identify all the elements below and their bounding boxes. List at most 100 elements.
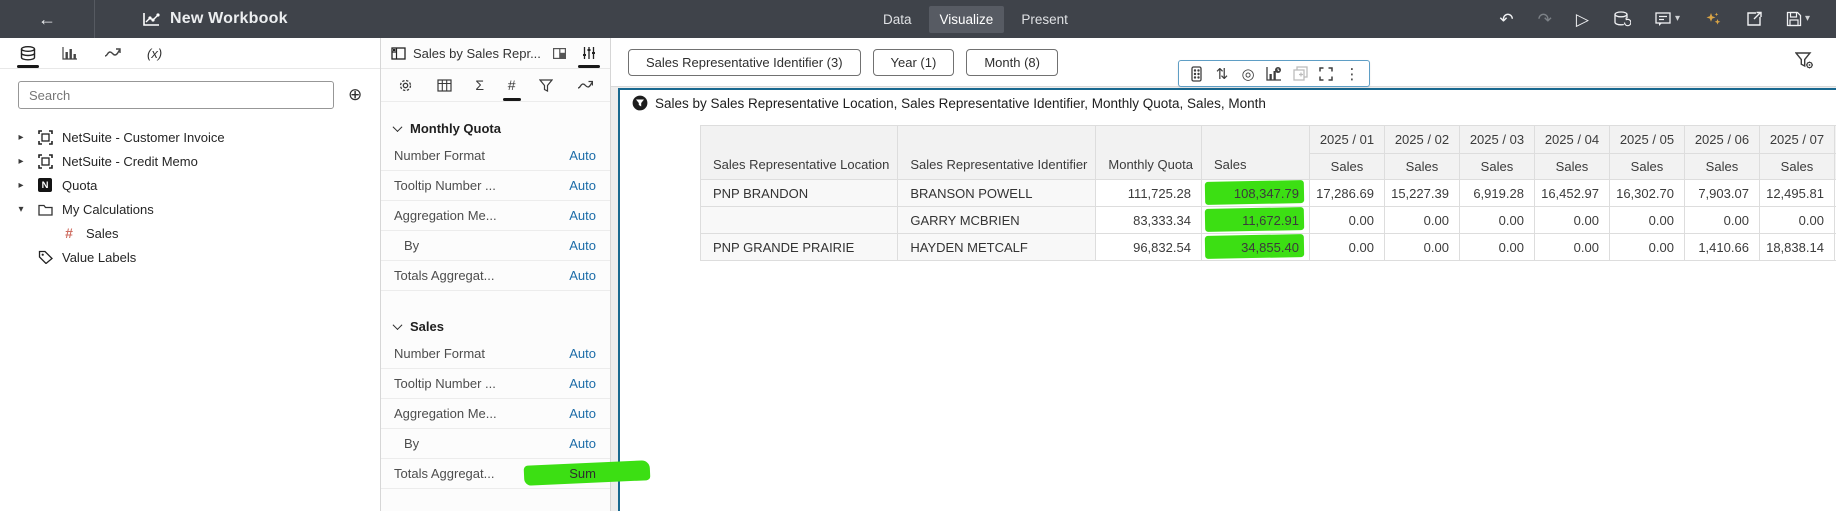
redo-icon[interactable]: ↷ xyxy=(1537,9,1552,29)
tab-values-hash-icon[interactable]: # xyxy=(502,69,521,101)
tree-item-customer-invoice[interactable]: ▸ NetSuite - Customer Invoice xyxy=(0,125,380,149)
month-header[interactable]: 2025 / 03 xyxy=(1458,125,1535,154)
tab-general-gear-icon[interactable] xyxy=(395,69,416,101)
table-row[interactable]: PNP BRANDON BRANSON POWELL 111,725.28 10… xyxy=(699,179,1836,207)
cell-month-sales[interactable]: 0.00 xyxy=(1608,233,1685,261)
prop-value[interactable]: Auto xyxy=(569,208,596,223)
section-header[interactable]: Sales xyxy=(381,313,610,339)
prop-value[interactable]: Auto xyxy=(569,178,596,193)
cell-month-sales[interactable]: 16,302.70 xyxy=(1608,179,1685,207)
duplicate-icon[interactable] xyxy=(1287,61,1313,86)
cell-month-sales[interactable]: 16,452.97 xyxy=(1533,179,1610,207)
cell-month-sales[interactable]: 1,410.66 xyxy=(1683,233,1760,261)
cell-month-sales[interactable]: 7,903.07 xyxy=(1683,179,1760,207)
cell-month-sales[interactable]: 0.00 xyxy=(1383,206,1460,234)
expand-icon[interactable]: ▸ xyxy=(18,131,24,143)
cell-location[interactable] xyxy=(699,206,899,234)
month-subheader[interactable]: Sales xyxy=(1383,153,1460,180)
tab-filters-funnel-icon[interactable] xyxy=(536,69,556,101)
month-header[interactable]: 2025 / 07 xyxy=(1758,125,1835,154)
tab-visualizations[interactable] xyxy=(62,38,78,68)
grammar-panel-icon[interactable] xyxy=(548,38,571,68)
cell-monthly-quota[interactable]: 96,832.54 xyxy=(1095,233,1202,261)
tab-calculations[interactable]: (x) xyxy=(147,38,162,68)
tab-present[interactable]: Present xyxy=(1021,11,1068,27)
drill-icon[interactable]: ◎ xyxy=(1241,65,1255,83)
back-button[interactable]: ← xyxy=(0,0,95,38)
prop-value[interactable]: Auto xyxy=(569,406,596,421)
tab-visualize[interactable]: Visualize xyxy=(928,5,1005,33)
tab-analytics[interactable] xyxy=(104,38,121,68)
cell-month-sales[interactable]: 0.00 xyxy=(1608,206,1685,234)
preview-icon[interactable]: ▷ xyxy=(1575,9,1589,29)
cell-month-sales[interactable]: 12,495.81 xyxy=(1758,179,1835,207)
cell-monthly-quota[interactable]: 83,333.34 xyxy=(1095,206,1202,234)
cell-month-sales[interactable]: 0.00 xyxy=(1683,206,1760,234)
filter-pill-month[interactable]: Month (8) xyxy=(966,48,1058,76)
cell-location[interactable]: PNP BRANDON xyxy=(699,179,899,207)
undo-icon[interactable]: ↶ xyxy=(1499,9,1514,29)
cell-month-sales[interactable]: 0.00 xyxy=(1533,206,1610,234)
month-subheader[interactable]: Sales xyxy=(1533,153,1610,180)
cell-month-sales[interactable]: 6,919.28 xyxy=(1458,179,1535,207)
refresh-data-icon[interactable] xyxy=(1613,11,1631,27)
collapse-icon[interactable]: ▾ xyxy=(18,203,24,215)
month-subheader[interactable]: Sales xyxy=(1758,153,1835,180)
cell-monthly-quota[interactable]: 111,725.28 xyxy=(1095,179,1202,207)
section-header[interactable]: Monthly Quota xyxy=(381,115,610,141)
filter-pill-sales-rep-identifier[interactable]: Sales Representative Identifier (3) xyxy=(628,48,861,76)
month-header[interactable]: 2025 / 05 xyxy=(1608,125,1685,154)
month-subheader[interactable]: Sales xyxy=(1683,153,1760,180)
month-subheader[interactable]: Sales xyxy=(1608,153,1685,180)
prop-value[interactable]: Sum xyxy=(569,466,596,481)
cell-month-sales[interactable]: 15,227.39 xyxy=(1383,179,1460,207)
month-subheader[interactable]: Sales xyxy=(1458,153,1535,180)
cell-identifier[interactable]: HAYDEN METCALF xyxy=(897,233,1097,261)
month-header[interactable]: 2025 / 04 xyxy=(1533,125,1610,154)
month-header[interactable]: 2025 / 06 xyxy=(1683,125,1760,154)
maximize-icon[interactable] xyxy=(1313,61,1339,86)
search-input[interactable] xyxy=(18,81,334,109)
tree-item-quota[interactable]: ▸ N Quota xyxy=(0,173,380,197)
ai-assistant-icon[interactable] xyxy=(1704,11,1722,27)
tree-item-my-calculations[interactable]: ▾ My Calculations xyxy=(0,197,380,221)
cell-sales-highlighted[interactable]: 34,855.40 xyxy=(1200,233,1310,261)
cell-month-sales[interactable]: 0.00 xyxy=(1458,233,1535,261)
cell-month-sales[interactable]: 17,286.69 xyxy=(1308,179,1385,207)
month-header[interactable]: 2025 / 02 xyxy=(1383,125,1460,154)
cell-month-sales[interactable]: 18,838.14 xyxy=(1758,233,1835,261)
more-options-icon[interactable]: ⋮ xyxy=(1344,65,1360,83)
tab-data[interactable]: Data xyxy=(883,11,912,27)
expand-icon[interactable]: ▸ xyxy=(18,155,24,167)
cell-location[interactable]: PNP GRANDE PRAIRIE xyxy=(699,233,899,261)
month-header[interactable]: 2025 / 01 xyxy=(1308,125,1385,154)
cell-month-sales[interactable]: 0.00 xyxy=(1533,233,1610,261)
table-row[interactable]: GARRY MCBRIEN 83,333.34 11,672.91 0.00 0… xyxy=(699,206,1836,234)
table-row[interactable]: PNP GRANDE PRAIRIE HAYDEN METCALF 96,832… xyxy=(699,233,1836,261)
tab-totals-sigma-icon[interactable]: Σ xyxy=(475,77,485,93)
comments-icon[interactable]: ▾ xyxy=(1655,11,1680,27)
filter-settings-icon[interactable] xyxy=(1794,52,1814,73)
save-icon[interactable]: ▾ xyxy=(1786,11,1810,27)
cell-sales-highlighted[interactable]: 108,347.79 xyxy=(1200,179,1310,207)
filter-pill-year[interactable]: Year (1) xyxy=(872,48,955,76)
prop-value[interactable]: Auto xyxy=(569,238,596,253)
col-header[interactable]: Sales Representative Location xyxy=(699,125,899,180)
add-dataset-icon[interactable]: ⊕ xyxy=(348,85,363,104)
tab-data-grid-icon[interactable] xyxy=(434,69,455,101)
col-header[interactable]: Sales Representative Identifier xyxy=(897,125,1097,180)
prop-value[interactable]: Auto xyxy=(569,436,596,451)
cell-sales-highlighted[interactable]: 11,672.91 xyxy=(1200,206,1310,234)
pivot-table[interactable]: Sales Representative Location Sales Repr… xyxy=(699,125,1836,261)
prop-value[interactable]: Auto xyxy=(569,268,596,283)
col-header[interactable]: Monthly Quota xyxy=(1095,125,1202,180)
cell-month-sales[interactable]: 0.00 xyxy=(1308,206,1385,234)
tree-item-sales-measure[interactable]: # Sales xyxy=(0,221,380,245)
col-header[interactable]: Sales xyxy=(1200,125,1310,180)
prop-value[interactable]: Auto xyxy=(569,148,596,163)
tree-item-credit-memo[interactable]: ▸ NetSuite - Credit Memo xyxy=(0,149,380,173)
month-subheader[interactable]: Sales xyxy=(1308,153,1385,180)
properties-sliders-icon[interactable] xyxy=(578,38,600,68)
advanced-analytics-icon[interactable] xyxy=(1261,61,1287,86)
prop-value[interactable]: Auto xyxy=(569,346,596,361)
